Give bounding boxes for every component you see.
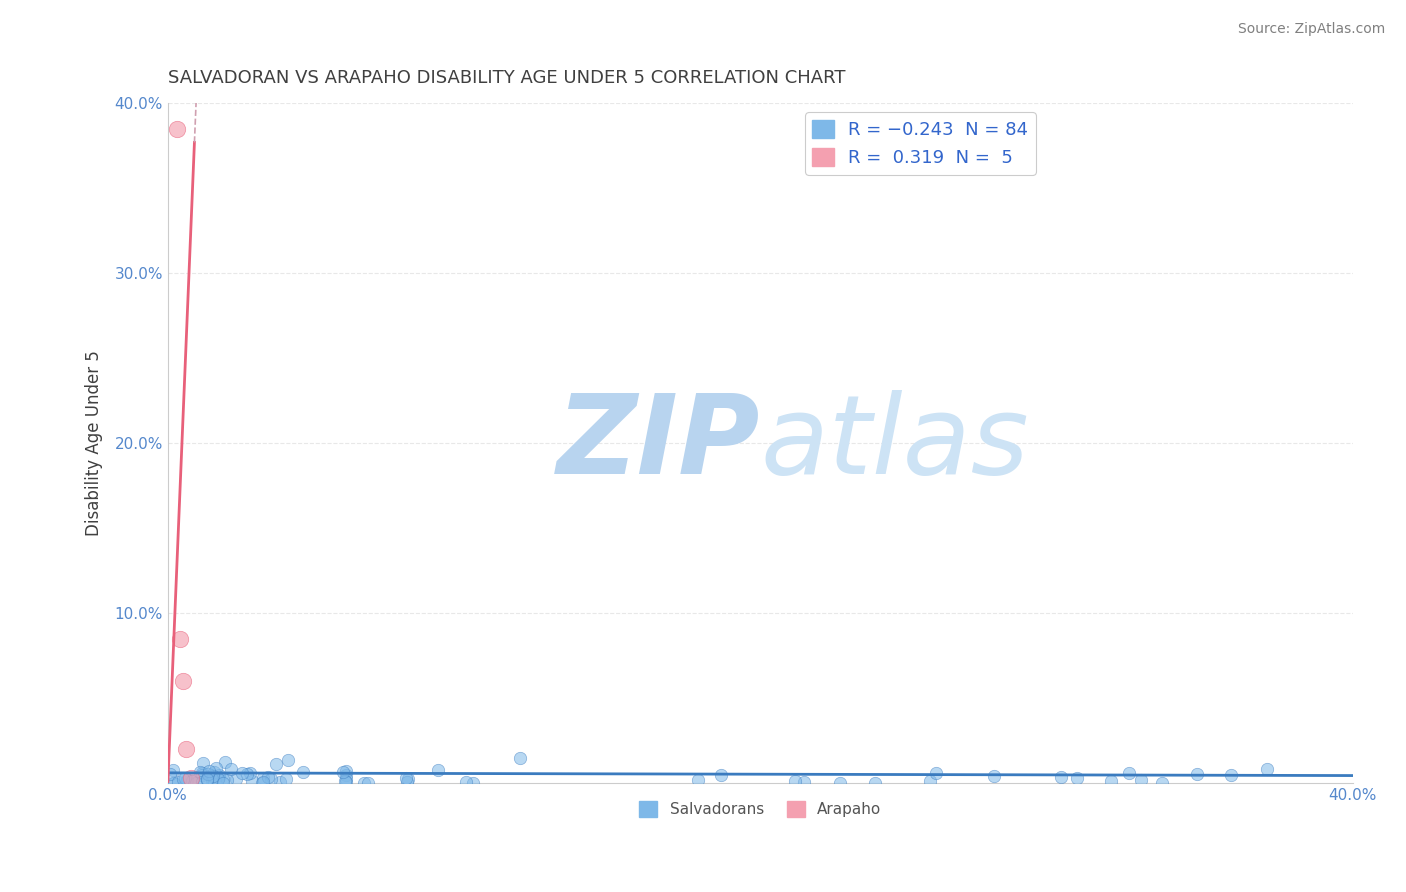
Salvadorans bbox=[190, 768, 212, 782]
Salvadorans bbox=[172, 772, 194, 787]
Salvadorans bbox=[863, 776, 886, 790]
Salvadorans bbox=[353, 776, 375, 790]
Salvadorans bbox=[198, 764, 221, 779]
Salvadorans bbox=[335, 775, 357, 789]
Salvadorans bbox=[276, 772, 298, 786]
Arapaho bbox=[169, 632, 191, 646]
Salvadorans bbox=[264, 757, 287, 772]
Salvadorans bbox=[181, 772, 204, 786]
Salvadorans bbox=[201, 772, 224, 786]
Salvadorans bbox=[983, 768, 1005, 782]
Arapaho bbox=[174, 742, 197, 756]
Salvadorans bbox=[236, 767, 259, 781]
Salvadorans bbox=[918, 773, 941, 788]
Text: atlas: atlas bbox=[761, 390, 1029, 497]
Salvadorans bbox=[686, 772, 709, 787]
Salvadorans bbox=[204, 765, 226, 780]
Salvadorans bbox=[184, 776, 207, 790]
Salvadorans bbox=[195, 772, 218, 787]
Salvadorans bbox=[208, 770, 231, 784]
Salvadorans bbox=[191, 775, 214, 789]
Salvadorans bbox=[191, 765, 214, 780]
Salvadorans bbox=[200, 767, 222, 781]
Salvadorans bbox=[197, 772, 219, 787]
Salvadorans bbox=[1220, 767, 1243, 781]
Salvadorans bbox=[830, 776, 852, 790]
Text: SALVADORAN VS ARAPAHO DISABILITY AGE UNDER 5 CORRELATION CHART: SALVADORAN VS ARAPAHO DISABILITY AGE UND… bbox=[167, 69, 845, 87]
Salvadorans bbox=[211, 776, 233, 790]
Salvadorans bbox=[162, 763, 184, 777]
Text: ZIP: ZIP bbox=[557, 390, 761, 497]
Salvadorans bbox=[783, 774, 806, 789]
Salvadorans bbox=[193, 756, 215, 771]
Salvadorans bbox=[231, 766, 253, 780]
Salvadorans bbox=[461, 776, 484, 790]
Salvadorans bbox=[1050, 770, 1073, 784]
Salvadorans bbox=[395, 771, 418, 785]
Salvadorans bbox=[159, 767, 181, 781]
Salvadorans bbox=[396, 772, 419, 787]
Salvadorans bbox=[335, 764, 357, 778]
Salvadorans bbox=[357, 775, 380, 789]
Salvadorans bbox=[207, 772, 229, 786]
Text: Source: ZipAtlas.com: Source: ZipAtlas.com bbox=[1237, 22, 1385, 37]
Salvadorans bbox=[925, 765, 948, 780]
Salvadorans bbox=[1099, 774, 1122, 789]
Salvadorans bbox=[257, 770, 280, 784]
Salvadorans bbox=[176, 773, 198, 788]
Salvadorans bbox=[205, 761, 228, 775]
Arapaho bbox=[172, 674, 194, 689]
Salvadorans bbox=[215, 773, 238, 788]
Salvadorans bbox=[188, 765, 211, 780]
Salvadorans bbox=[508, 751, 530, 765]
Salvadorans bbox=[335, 772, 357, 786]
Salvadorans bbox=[269, 775, 291, 789]
Salvadorans bbox=[201, 773, 224, 788]
Salvadorans bbox=[252, 775, 274, 789]
Salvadorans bbox=[793, 775, 815, 789]
Salvadorans bbox=[202, 769, 225, 783]
Salvadorans bbox=[214, 755, 236, 769]
Salvadorans bbox=[291, 765, 314, 780]
Salvadorans bbox=[426, 763, 449, 777]
Salvadorans bbox=[240, 774, 263, 789]
Y-axis label: Disability Age Under 5: Disability Age Under 5 bbox=[86, 351, 103, 536]
Salvadorans bbox=[239, 765, 262, 780]
Salvadorans bbox=[208, 768, 231, 782]
Salvadorans bbox=[163, 776, 186, 790]
Salvadorans bbox=[197, 767, 219, 781]
Salvadorans bbox=[174, 775, 197, 789]
Salvadorans bbox=[1150, 776, 1173, 790]
Salvadorans bbox=[180, 773, 202, 788]
Salvadorans bbox=[1066, 772, 1088, 786]
Salvadorans bbox=[396, 774, 419, 789]
Legend: Salvadorans, Arapaho: Salvadorans, Arapaho bbox=[633, 795, 887, 823]
Salvadorans bbox=[252, 771, 274, 785]
Salvadorans bbox=[250, 775, 273, 789]
Arapaho bbox=[166, 121, 188, 136]
Salvadorans bbox=[332, 764, 354, 779]
Salvadorans bbox=[1185, 767, 1208, 781]
Salvadorans bbox=[1256, 762, 1278, 776]
Salvadorans bbox=[211, 772, 233, 787]
Salvadorans bbox=[225, 772, 247, 786]
Salvadorans bbox=[335, 768, 357, 782]
Salvadorans bbox=[167, 774, 190, 789]
Salvadorans bbox=[710, 767, 733, 781]
Salvadorans bbox=[335, 773, 357, 788]
Salvadorans bbox=[277, 753, 299, 767]
Salvadorans bbox=[180, 773, 202, 788]
Salvadorans bbox=[173, 771, 195, 785]
Salvadorans bbox=[259, 772, 281, 786]
Salvadorans bbox=[1118, 765, 1140, 780]
Salvadorans bbox=[1130, 773, 1153, 788]
Salvadorans bbox=[219, 762, 242, 776]
Arapaho bbox=[180, 771, 202, 785]
Salvadorans bbox=[162, 775, 184, 789]
Salvadorans bbox=[454, 775, 477, 789]
